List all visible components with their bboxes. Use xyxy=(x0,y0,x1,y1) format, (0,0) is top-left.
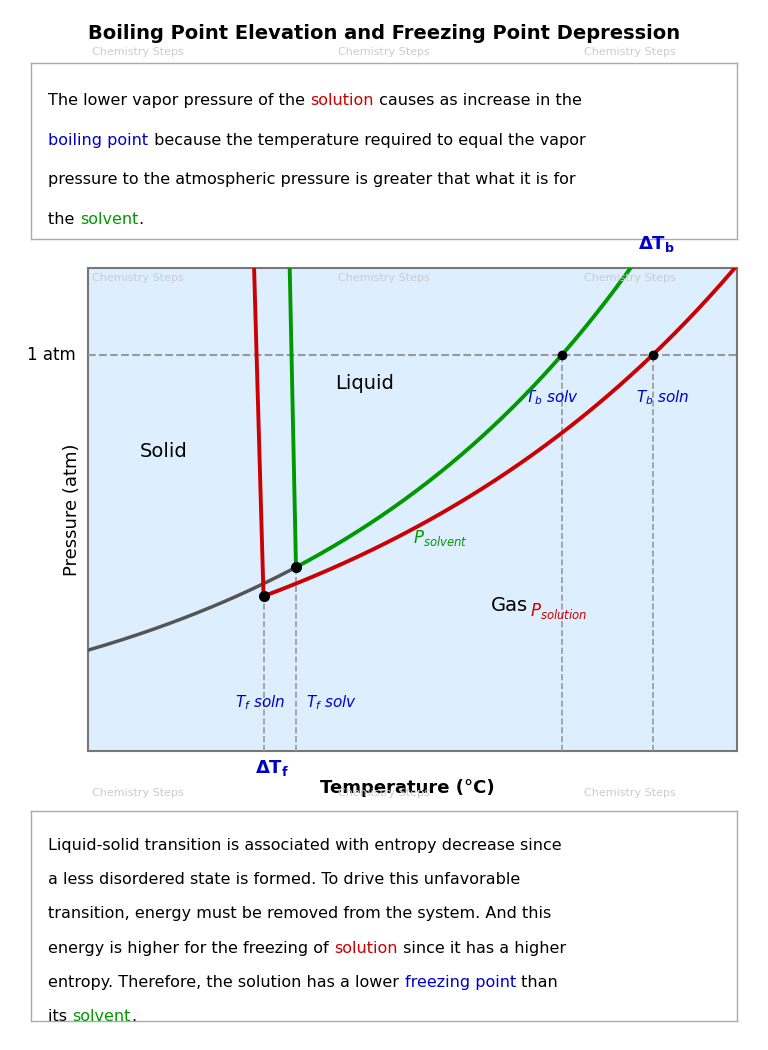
Text: than: than xyxy=(516,974,558,990)
Text: the: the xyxy=(48,212,80,227)
Text: Temperature (°C): Temperature (°C) xyxy=(319,779,495,797)
Text: Chemistry Steps: Chemistry Steps xyxy=(584,788,676,798)
Text: Gas: Gas xyxy=(491,596,528,615)
Text: causes as increase in the: causes as increase in the xyxy=(374,93,582,108)
Text: $T_\mathregular{f}$ solv: $T_\mathregular{f}$ solv xyxy=(306,693,357,712)
Text: a less disordered state is formed. To drive this unfavorable: a less disordered state is formed. To dr… xyxy=(48,873,521,887)
Text: energy is higher for the freezing of: energy is higher for the freezing of xyxy=(48,941,334,956)
Text: solution: solution xyxy=(310,93,374,108)
Text: solvent: solvent xyxy=(72,1009,131,1024)
Text: Chemistry Steps: Chemistry Steps xyxy=(92,788,184,798)
Text: Boiling Point Elevation and Freezing Point Depression: Boiling Point Elevation and Freezing Poi… xyxy=(88,24,680,43)
Text: freezing point: freezing point xyxy=(405,974,516,990)
Text: Liquid-solid transition is associated with entropy decrease since: Liquid-solid transition is associated wi… xyxy=(48,838,562,853)
Text: The lower vapor pressure of the: The lower vapor pressure of the xyxy=(48,93,310,108)
Text: Chemistry Steps: Chemistry Steps xyxy=(584,273,676,284)
Text: .: . xyxy=(131,1009,136,1024)
Text: Solid: Solid xyxy=(141,442,188,461)
Text: Chemistry Steps: Chemistry Steps xyxy=(92,273,184,284)
Text: $P_\mathregular{solution}$: $P_\mathregular{solution}$ xyxy=(530,601,587,621)
Text: because the temperature required to equal the vapor: because the temperature required to equa… xyxy=(148,132,585,148)
Text: $P_\mathregular{solvent}$: $P_\mathregular{solvent}$ xyxy=(412,528,468,548)
Text: entropy. Therefore, the solution has a lower: entropy. Therefore, the solution has a l… xyxy=(48,974,405,990)
Text: $\bf{\Delta T_f}$: $\bf{\Delta T_f}$ xyxy=(255,758,289,778)
Text: $T_\mathregular{b}$ soln: $T_\mathregular{b}$ soln xyxy=(636,388,690,407)
Text: .: . xyxy=(138,212,144,227)
Text: $T_\mathregular{f}$ soln: $T_\mathregular{f}$ soln xyxy=(235,693,286,712)
Text: Chemistry Steps: Chemistry Steps xyxy=(338,788,430,798)
Text: transition, energy must be removed from the system. And this: transition, energy must be removed from … xyxy=(48,906,551,921)
Text: Chemistry Steps: Chemistry Steps xyxy=(584,47,676,58)
Text: 1 atm: 1 atm xyxy=(27,345,75,363)
Text: Chemistry Steps: Chemistry Steps xyxy=(338,47,430,58)
Text: Liquid: Liquid xyxy=(335,374,394,393)
Y-axis label: Pressure (atm): Pressure (atm) xyxy=(64,443,81,575)
Text: since it has a higher: since it has a higher xyxy=(398,941,566,956)
Text: Chemistry Steps: Chemistry Steps xyxy=(338,273,430,284)
Text: boiling point: boiling point xyxy=(48,132,148,148)
Text: solution: solution xyxy=(334,941,398,956)
Text: $\bf{\Delta T_b}$: $\bf{\Delta T_b}$ xyxy=(638,234,675,254)
Text: $T_\mathregular{b}$ solv: $T_\mathregular{b}$ solv xyxy=(525,388,579,407)
Text: its: its xyxy=(48,1009,72,1024)
Text: pressure to the atmospheric pressure is greater that what it is for: pressure to the atmospheric pressure is … xyxy=(48,172,576,187)
Text: solvent: solvent xyxy=(80,212,138,227)
Text: Chemistry Steps: Chemistry Steps xyxy=(92,47,184,58)
